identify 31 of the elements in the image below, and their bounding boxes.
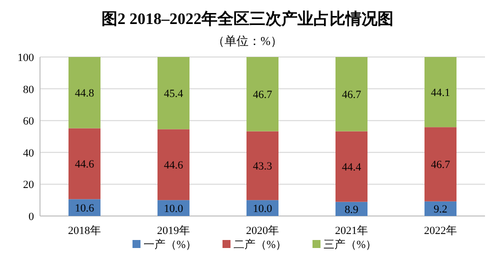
data-label: 8.9 [344,204,358,216]
data-label: 10.0 [252,203,272,216]
xtick: 2022年 [424,225,457,237]
data-label: 46.7 [342,89,362,102]
legend-label: 一产（%） [144,239,197,251]
data-label: 46.7 [430,159,450,172]
data-label: 43.3 [252,160,272,173]
ytick: 100 [18,52,34,64]
ytick: 80 [23,84,34,96]
ytick: 20 [23,179,34,192]
xtick: 2018年 [68,225,101,237]
data-label: 10.6 [74,202,94,215]
xtick: 2020年 [246,225,279,237]
data-label: 44.4 [342,162,362,174]
data-label: 44.6 [164,160,184,172]
title: 图2 2018–2022年全区三次产业占比情况图 [102,11,394,28]
xtick: 2021年 [335,225,368,237]
data-label: 44.8 [74,88,94,100]
data-label: 45.4 [164,88,184,100]
data-label: 46.7 [252,89,272,102]
data-label: 44.6 [74,158,94,171]
ytick: 40 [23,147,34,160]
legend-label: 二产（%） [234,239,287,251]
ytick: 0 [28,211,34,223]
legend-label: 三产（%） [324,239,377,251]
ytick: 60 [23,116,34,128]
data-label: 10.0 [164,203,184,216]
data-label: 9.2 [434,204,448,216]
data-label: 44.1 [430,87,450,100]
xtick: 2019年 [157,225,190,237]
subtitle: （单位：%） [212,34,282,48]
